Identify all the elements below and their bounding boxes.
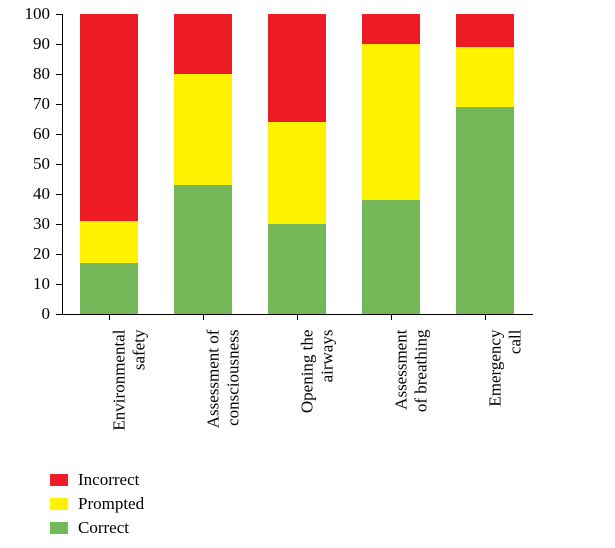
- bar-segment-correct: [456, 107, 514, 314]
- x-category-label: Emergencycall: [485, 330, 524, 530]
- x-tick-mark: [203, 314, 204, 320]
- x-category-label-line: Assessment: [391, 330, 411, 530]
- bars-layer: [62, 14, 532, 314]
- y-tick-mark: [56, 164, 62, 165]
- bar-group: [268, 14, 326, 314]
- bar-segment-incorrect: [268, 14, 326, 122]
- y-tick-label: 90: [0, 34, 50, 54]
- bar-segment-correct: [80, 263, 138, 314]
- legend-item-incorrect: Incorrect: [50, 470, 144, 490]
- bar-group: [456, 14, 514, 314]
- y-tick-mark: [56, 44, 62, 45]
- y-tick-label: 10: [0, 274, 50, 294]
- y-tick-mark: [56, 194, 62, 195]
- x-category-label: Assessment ofconsciousness: [203, 330, 242, 530]
- y-tick-mark: [56, 314, 62, 315]
- bar-group: [362, 14, 420, 314]
- bar-segment-prompted: [268, 122, 326, 224]
- legend-item-prompted: Prompted: [50, 494, 144, 514]
- x-category-label-line: Opening the: [297, 330, 317, 530]
- y-tick-label: 70: [0, 94, 50, 114]
- legend-swatch: [50, 522, 68, 534]
- y-tick-mark: [56, 74, 62, 75]
- x-tick-mark: [109, 314, 110, 320]
- x-category-label-line: airways: [317, 330, 337, 530]
- x-category-label-line: of breathing: [411, 330, 431, 530]
- legend-item-correct: Correct: [50, 518, 144, 538]
- x-category-label-line: Assessment of: [203, 330, 223, 530]
- legend-swatch: [50, 474, 68, 486]
- x-tick-mark: [297, 314, 298, 320]
- legend-swatch: [50, 498, 68, 510]
- y-tick-label: 0: [0, 304, 50, 324]
- bar-segment-incorrect: [362, 14, 420, 44]
- bar-segment-prompted: [174, 74, 232, 185]
- y-tick-label: 80: [0, 64, 50, 84]
- x-category-label: Opening theairways: [297, 330, 336, 530]
- x-category-label-line: Emergency: [485, 330, 505, 530]
- y-tick-label: 40: [0, 184, 50, 204]
- bar-segment-correct: [362, 200, 420, 314]
- plot-area: [62, 14, 532, 314]
- chart-stage: 0102030405060708090100 Environmentalsafe…: [0, 0, 615, 548]
- legend: Incorrect Prompted Correct: [50, 470, 144, 542]
- x-tick-mark: [485, 314, 486, 320]
- legend-label: Correct: [78, 518, 129, 538]
- y-tick-mark: [56, 224, 62, 225]
- x-category-label-line: call: [505, 330, 525, 530]
- legend-label: Incorrect: [78, 470, 139, 490]
- bar-segment-incorrect: [80, 14, 138, 221]
- y-tick-label: 100: [0, 4, 50, 24]
- bar-segment-prompted: [456, 47, 514, 107]
- bar-segment-incorrect: [456, 14, 514, 47]
- y-tick-mark: [56, 134, 62, 135]
- bar-segment-correct: [268, 224, 326, 314]
- y-tick-mark: [56, 284, 62, 285]
- bar-group: [80, 14, 138, 314]
- y-tick-mark: [56, 254, 62, 255]
- x-category-label: Assessmentof breathing: [391, 330, 430, 530]
- y-tick-label: 60: [0, 124, 50, 144]
- bar-segment-incorrect: [174, 14, 232, 74]
- legend-label: Prompted: [78, 494, 144, 514]
- y-tick-mark: [56, 104, 62, 105]
- y-tick-label: 30: [0, 214, 50, 234]
- bar-segment-correct: [174, 185, 232, 314]
- y-tick-label: 50: [0, 154, 50, 174]
- bar-group: [174, 14, 232, 314]
- bar-segment-prompted: [362, 44, 420, 200]
- y-tick-mark: [56, 14, 62, 15]
- y-tick-label: 20: [0, 244, 50, 264]
- bar-segment-prompted: [80, 221, 138, 263]
- x-category-label-line: consciousness: [223, 330, 243, 530]
- y-axis-line: [62, 14, 63, 315]
- x-tick-mark: [391, 314, 392, 320]
